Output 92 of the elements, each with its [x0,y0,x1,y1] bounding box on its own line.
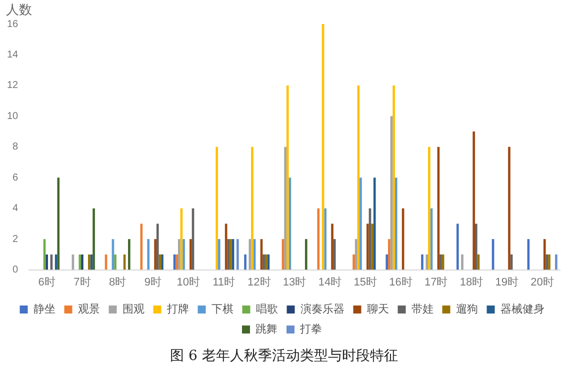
bar [128,239,130,270]
x-tick-label: 20时 [530,275,554,288]
bar [366,224,369,270]
bar [244,254,246,270]
x-tick-label: 15时 [354,275,377,288]
bar [178,239,180,270]
legend-label: 唱歌 [256,304,278,316]
x-tick-label: 10时 [176,275,200,288]
legend-label: 带娃 [411,302,434,316]
x-tick-label: 14时 [318,275,342,288]
legend-label: 围观 [122,304,144,316]
bar [78,254,82,270]
legend-label: 观景 [78,304,100,316]
bar [161,254,164,270]
bar [548,254,550,270]
bar [543,239,546,270]
x-tick-label: 19时 [495,275,519,288]
y-tick-label: 16 [7,18,19,30]
bar [264,254,268,270]
x-tick-label: 13时 [282,275,306,288]
y-tick-label: 14 [7,49,19,60]
bar [190,239,192,270]
bar [357,85,360,270]
bar [88,254,90,270]
y-tick-label: 8 [12,142,19,153]
x-tick-label: 12时 [248,275,271,288]
x-tick-label: 8时 [109,275,126,288]
legend-label: 遛狗 [456,302,478,316]
bar [176,254,178,270]
bar [317,208,320,270]
legend-label: 下棋 [211,304,234,316]
bar [227,239,230,270]
bar [154,239,156,270]
bar [57,178,60,270]
bar [472,132,475,270]
y-tick-label: 0 [12,264,19,276]
bar [46,254,48,270]
bar [230,239,232,270]
y-tick-label: 12 [7,80,19,92]
x-tick-label: 18时 [460,275,484,288]
legend-label: 跳舞 [256,324,278,336]
bar [474,224,478,270]
bar [147,239,150,270]
bar [386,254,388,270]
legend-label: 打拳 [299,324,322,336]
bar [284,146,286,270]
bar [352,254,355,270]
bar [508,146,510,270]
y-tick-label: 2 [12,234,19,245]
bar [286,85,289,270]
bar [428,146,430,270]
x-tick-label: 9时 [144,275,162,288]
legend-label: 聊天 [366,304,389,316]
bar [360,178,362,270]
bar [392,85,395,270]
bar [156,224,159,270]
x-tick-label: 17时 [424,275,448,288]
bar [81,254,84,270]
bar [426,254,428,270]
x-tick-label: 16时 [389,275,412,288]
bar [555,254,558,270]
x-tick-label: 11时 [212,275,235,288]
bar [218,239,220,270]
bar [421,254,424,270]
bar [182,239,185,270]
bar [373,178,376,270]
bar [251,146,254,270]
bar [461,254,464,270]
y-tick-label: 10 [7,110,19,122]
y-tick-label: 4 [12,203,19,214]
bar [371,224,374,270]
legend-label: 打牌 [166,304,189,316]
bar [216,146,218,270]
bar [236,239,239,270]
legend-label: 器械健身 [500,302,544,316]
bar [92,208,95,270]
bar [456,224,459,270]
bar [394,178,398,270]
bar [440,254,442,270]
legend-label: 演奏乐器 [300,302,344,316]
x-tick-label: 7时 [74,275,91,288]
bar [114,254,116,270]
bar [324,208,326,270]
x-tick-label: 6时 [38,275,56,288]
y-tick-label: 6 [12,172,19,184]
legend-label: 静坐 [33,302,56,316]
bar [388,239,390,270]
bar [262,254,265,270]
bar [331,224,334,270]
y-axis-title: 人数 [6,2,32,18]
text: 图 6 老年人秋季活动类型与时段特征 [169,347,399,365]
bar [304,239,308,270]
